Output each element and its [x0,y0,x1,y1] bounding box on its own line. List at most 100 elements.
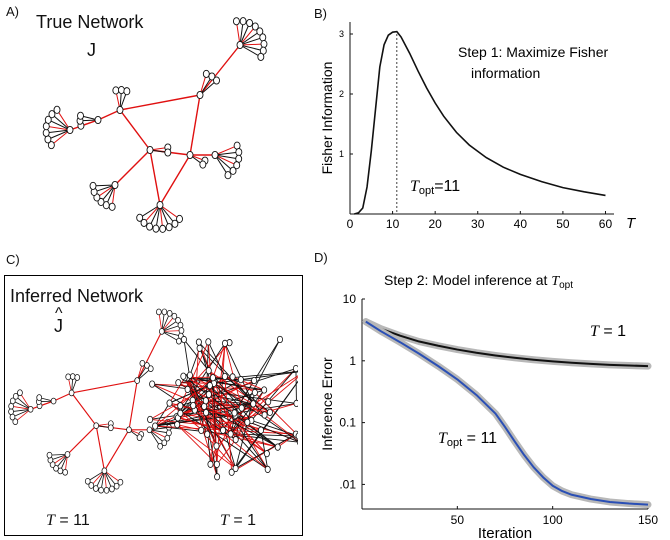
panel-d-title-T: T [551,274,560,289]
network-node [213,460,220,468]
label-t11: T = 11 [46,512,90,530]
network-edge [214,154,234,172]
x-tick-label: 150 [638,513,658,527]
network-edge [95,425,105,471]
network-edge [119,109,151,151]
network-node [176,214,183,223]
panel-d-title: Step 2: Model inference at Topt [384,272,573,291]
network-edge [254,392,298,437]
network-node [101,467,108,475]
panel-a-title: True Network [36,12,144,32]
network-node [178,327,185,334]
network-edge [15,408,31,423]
network-edge [149,429,165,444]
network-node [202,397,209,405]
network-node [295,432,298,440]
network-edge [149,429,168,439]
network-edge [161,331,180,342]
network-node [224,171,232,180]
network-node [195,338,202,346]
network-edge [239,26,256,46]
y-tick-label: .01 [339,477,356,491]
inferred-network-graphs [8,308,298,494]
network-edge [176,343,226,417]
network-node [204,430,211,438]
network-edge [90,470,105,486]
x-tick-label: 60 [599,217,613,231]
network-node [246,18,254,28]
label-t1-T: T [220,512,229,529]
network-node [251,376,258,385]
network-edge [176,424,236,469]
network-node [235,148,243,157]
network-node [93,422,100,430]
network-edge [224,376,256,393]
network-node [47,141,55,150]
network-node [93,485,99,492]
label-t1: T = 1 [220,512,256,530]
label-t1-val: = 1 [228,512,257,529]
panel-c-title: Inferred Network [10,286,144,306]
network-node [186,150,194,160]
curve-t1-label-val: = 1 [599,323,626,340]
y-tick-label: 1 [339,149,344,159]
curve-topt-label-sub: opt [447,437,462,449]
network-edge [186,377,242,409]
network-node [177,402,184,410]
curve-topt-label-T: T [438,430,448,447]
network-node [276,335,283,344]
network-edge [53,392,72,402]
network-node [184,385,191,393]
network-edge [179,341,209,406]
network-edge [87,470,105,482]
network-edge [150,403,254,420]
network-edge [154,389,265,427]
network-node [229,373,236,381]
network-nodes [42,17,268,233]
panel-d-title-prefix: Step 2: Model inference at [384,272,551,288]
x-tick-label: 30 [471,217,485,231]
network-node [157,443,163,450]
network-node [48,110,56,119]
step1-annotation-line1: Step 1: Maximize Fisher [458,44,608,60]
network-node [261,411,268,419]
network-node [244,418,251,426]
network-node [112,86,120,95]
network-node [175,379,182,387]
network-node [213,442,220,450]
network-node [238,404,245,412]
network-node [190,401,197,410]
network-node [146,145,154,155]
network-node [261,386,268,394]
network-node [264,465,271,473]
network-node [180,372,187,380]
network-edge [161,331,182,337]
network-edge [224,376,271,413]
network-edge [251,420,298,437]
network-node [232,436,239,444]
network-edges [149,339,298,477]
network-node [156,200,164,210]
network-node [94,115,102,125]
network-edge [149,429,169,434]
network-node [36,394,43,401]
network-edge [67,425,97,455]
network-edge [46,125,71,131]
step1-annotation-line2: information [471,65,540,81]
x-tick-label: 20 [428,217,442,231]
network-edge [199,44,241,96]
network-node [198,426,205,434]
network-edge [103,429,130,472]
network-node [12,393,19,400]
network-edge [213,371,298,384]
network-node [107,424,114,432]
network-node [136,213,144,222]
true-network-graph [42,17,268,233]
network-node [65,373,72,381]
network-edge [97,109,121,121]
network-node [8,408,14,416]
x-axis-title: Iteration [478,525,532,540]
network-node [88,482,95,489]
network-edge [207,341,226,377]
x-tick-label: 50 [556,217,570,231]
